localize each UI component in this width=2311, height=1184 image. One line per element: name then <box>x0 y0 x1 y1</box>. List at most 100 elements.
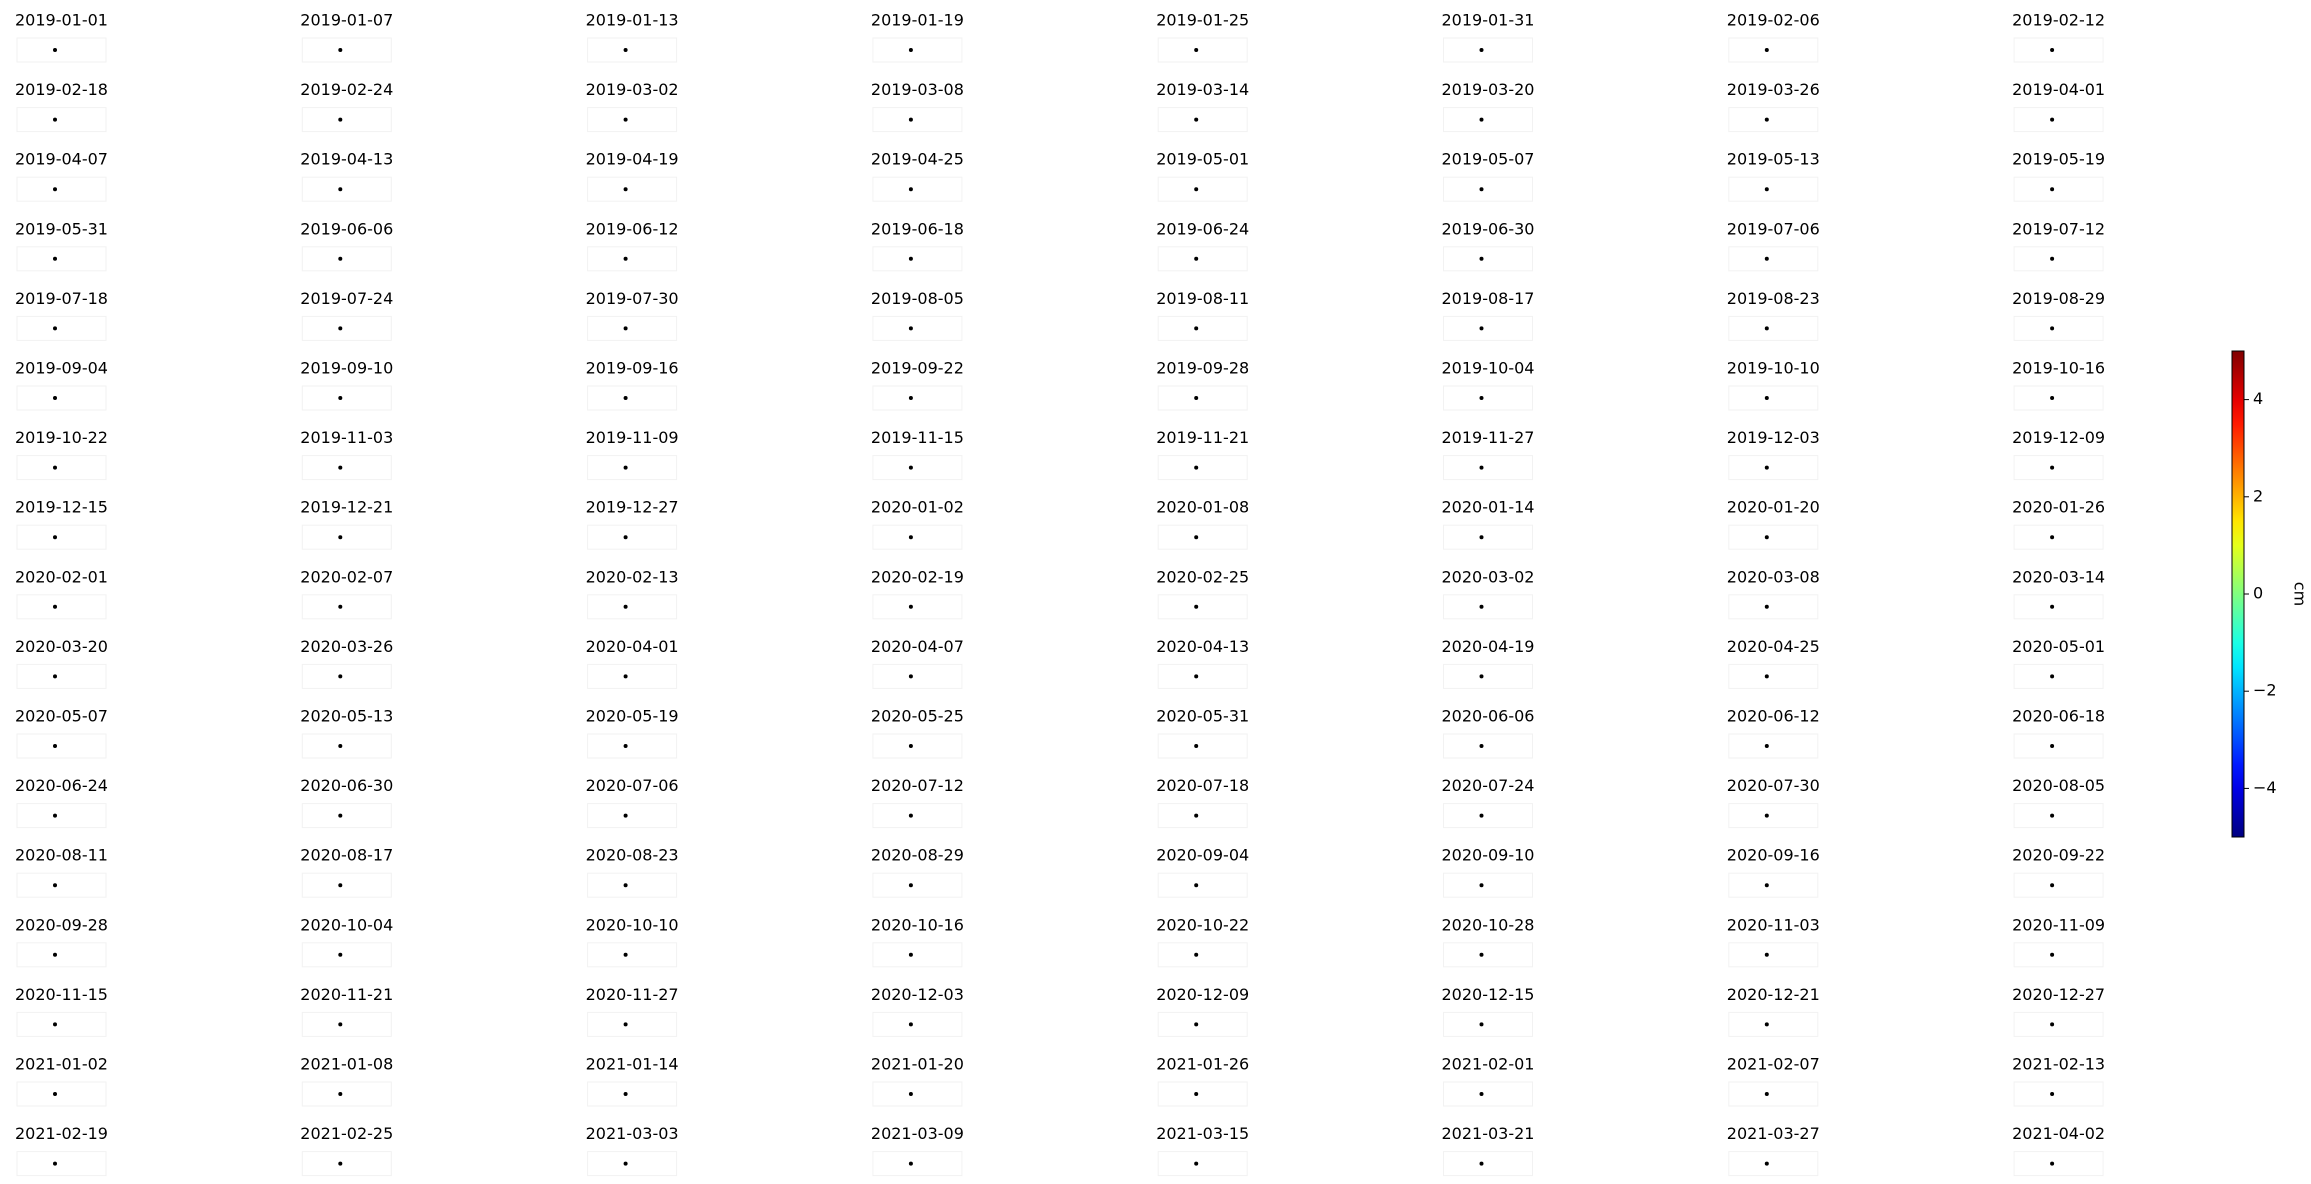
reference-point <box>2050 744 2055 748</box>
panel-title: 2020-08-29 <box>871 846 964 865</box>
panel-title: 2020-09-10 <box>1442 846 1535 865</box>
plot-area <box>1157 107 1248 133</box>
plot-area <box>587 663 678 689</box>
panel-title: 2020-07-18 <box>1156 776 1249 795</box>
plot-area <box>872 594 963 620</box>
panel: 2020-04-13 <box>1156 637 1249 689</box>
panel: 2019-11-03 <box>300 428 393 481</box>
panel-title: 2020-05-19 <box>586 707 679 726</box>
reference-point <box>908 187 913 192</box>
reference-point <box>338 744 343 748</box>
panel: 2020-05-19 <box>586 707 679 759</box>
panel-title: 2019-09-28 <box>1156 359 1249 378</box>
panel: 2019-12-21 <box>300 498 393 550</box>
panel-title: 2020-06-24 <box>15 776 108 795</box>
plot-area <box>1157 1081 1248 1107</box>
reference-point <box>1194 1092 1199 1096</box>
plot-area <box>16 455 107 481</box>
reference-point <box>623 883 628 888</box>
plot-area <box>1728 524 1819 550</box>
plot-area <box>1443 176 1533 202</box>
panel-title: 2019-11-09 <box>586 428 679 447</box>
plot-area <box>301 872 392 898</box>
reference-point <box>338 326 343 331</box>
plot-area <box>301 594 392 620</box>
plot-area <box>301 524 392 550</box>
reference-point <box>1764 326 1769 331</box>
panel: 2019-08-29 <box>2012 289 2105 341</box>
panel: 2020-04-01 <box>586 637 679 689</box>
plot-area <box>16 594 107 620</box>
panel: 2020-11-27 <box>586 985 679 1037</box>
panel-title: 2019-12-09 <box>2012 428 2105 447</box>
reference-point <box>1194 952 1199 957</box>
panel: 2021-01-02 <box>15 1055 108 1107</box>
panel-title: 2019-09-16 <box>586 359 679 378</box>
panel-title: 2019-09-22 <box>871 359 964 378</box>
colorbar-tick-label: −2 <box>2253 681 2277 700</box>
plot-area <box>1443 246 1533 272</box>
panel-title: 2021-01-20 <box>871 1055 964 1074</box>
panel: 2020-11-09 <box>2012 915 2105 968</box>
panel: 2020-02-01 <box>15 567 108 620</box>
reference-point <box>2050 1161 2055 1166</box>
reference-point <box>1194 48 1199 52</box>
plot-area <box>1157 455 1248 481</box>
reference-point <box>623 952 628 957</box>
reference-point <box>1764 1092 1769 1096</box>
plot-area <box>587 385 678 411</box>
plot-area <box>587 942 678 968</box>
reference-point <box>1764 952 1769 957</box>
panel-title: 2019-05-13 <box>1727 150 1820 169</box>
plot-area <box>1443 1011 1533 1037</box>
reference-point <box>908 117 913 122</box>
panel: 2019-05-13 <box>1727 150 1820 202</box>
plot-area <box>587 1151 678 1177</box>
panel: 2020-01-14 <box>1442 498 1534 550</box>
panel-title: 2020-01-26 <box>2012 498 2105 517</box>
panel: 2019-02-18 <box>15 80 108 133</box>
reference-point <box>908 396 913 400</box>
panel: 2020-04-07 <box>871 637 964 689</box>
reference-point <box>2050 952 2055 957</box>
plot-area <box>587 1081 678 1107</box>
panel-title: 2019-03-14 <box>1156 80 1249 99</box>
plot-area <box>587 803 678 829</box>
reference-point <box>53 1022 57 1027</box>
panel: 2020-09-22 <box>2012 846 2105 898</box>
plot-area <box>16 37 107 63</box>
panel-title: 2020-06-30 <box>300 776 393 795</box>
panel: 2019-03-14 <box>1156 80 1249 133</box>
panel: 2019-09-10 <box>300 359 393 411</box>
panel-title: 2019-01-01 <box>15 11 108 30</box>
plot-area <box>301 803 392 829</box>
plot-area <box>872 176 963 202</box>
reference-point <box>1194 187 1199 192</box>
reference-point <box>1479 256 1484 261</box>
panel: 2019-10-10 <box>1727 359 1820 411</box>
plot-area <box>1728 942 1819 968</box>
plot-area <box>301 1151 392 1177</box>
panel-title: 2020-04-13 <box>1156 637 1249 656</box>
panel: 2019-08-11 <box>1156 289 1249 341</box>
panel-title: 2020-10-28 <box>1442 915 1535 934</box>
panel: 2020-11-21 <box>300 985 393 1037</box>
panel-title: 2020-08-05 <box>2012 776 2105 795</box>
reference-point <box>53 1092 57 1096</box>
panel-title: 2019-10-10 <box>1727 359 1820 378</box>
reference-point <box>53 952 57 957</box>
reference-point <box>1479 535 1484 540</box>
reference-point <box>623 187 628 192</box>
panel: 2019-01-13 <box>586 11 679 63</box>
panel: 2019-09-22 <box>871 359 964 411</box>
panel-title: 2020-09-04 <box>1156 846 1249 865</box>
plot-area <box>1157 594 1248 620</box>
reference-point <box>1764 813 1769 818</box>
reference-point <box>338 604 343 609</box>
panel-title: 2021-03-03 <box>586 1124 679 1143</box>
reference-point <box>53 465 57 470</box>
panel-title: 2019-02-18 <box>15 80 108 99</box>
plot-area <box>2013 942 2104 968</box>
panel: 2020-02-19 <box>871 567 964 620</box>
reference-point <box>1479 674 1484 679</box>
